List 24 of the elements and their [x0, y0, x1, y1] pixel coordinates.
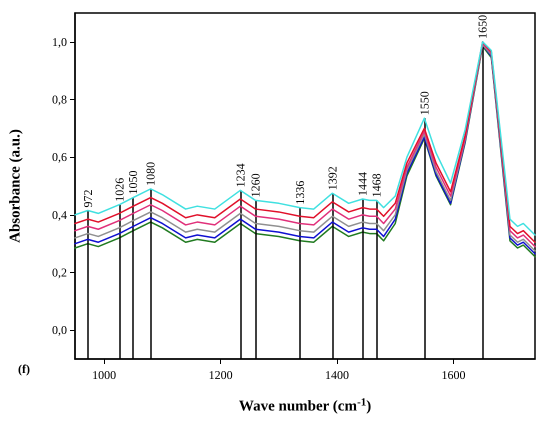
ref-line-label: 1050 [126, 170, 140, 195]
y-tick-label: 1,0 [52, 34, 67, 49]
x-tick-label: 1200 [208, 368, 233, 382]
y-tick-label: 0,0 [52, 323, 67, 338]
ref-line-label: 972 [80, 190, 95, 208]
x-tick-label: 1600 [441, 368, 466, 382]
x-tick-label: 1400 [325, 368, 350, 382]
ref-line-label: 1080 [144, 162, 158, 186]
y-axis-title: Absorbance (a.u.) [8, 129, 24, 243]
y-tick-label: 0,8 [52, 92, 67, 106]
x-tick-label: 1000 [92, 368, 116, 382]
ref-line-label: 1550 [417, 91, 432, 116]
ref-line-label: 1392 [325, 166, 340, 190]
y-tick-label: 0,4 [52, 208, 67, 222]
y-tick-label: 0,2 [52, 266, 67, 280]
ref-line-label: 1650 [476, 14, 490, 39]
ref-line-label: 1260 [248, 173, 263, 198]
ref-line-label: 1026 [112, 178, 126, 202]
y-tick-label: 0,6 [52, 150, 67, 164]
ref-line-label: 1336 [292, 180, 307, 205]
text: (f) [18, 362, 30, 376]
ref-line-label: 1234 [233, 163, 248, 188]
ref-line-label: 1444 [356, 172, 370, 196]
ref-line-label: 1468 [370, 173, 384, 198]
